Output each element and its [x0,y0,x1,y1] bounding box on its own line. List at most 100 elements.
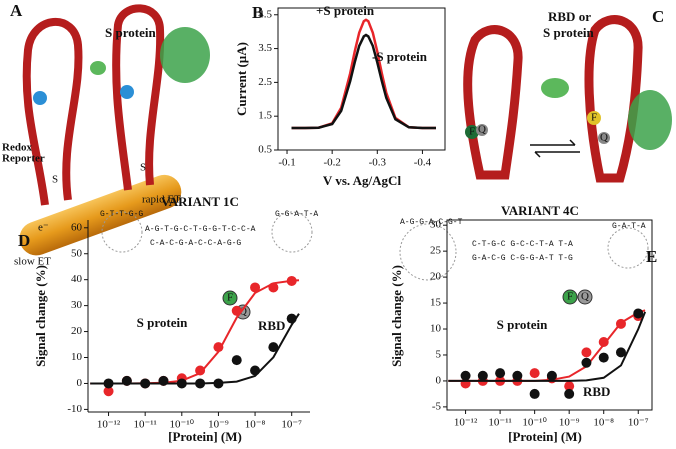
y-tick-label: 10 [71,351,83,363]
y-tick-label: 15 [430,297,442,309]
x-tick-label: -0.1 [278,157,295,169]
data-point [615,318,626,329]
protein [628,90,672,150]
label: e⁻ [38,222,49,234]
data-point [268,282,279,293]
x-tick-label: 10⁻¹² [454,417,478,429]
aptamer [112,4,165,191]
y-tick-label: 40 [71,273,83,285]
loop [101,211,143,253]
protein [160,27,210,83]
data-point [195,365,206,376]
data-point [250,365,261,376]
panel-c: C RBD or S protein F Q F Q [463,7,672,183]
label: S protein [105,25,156,40]
series-label: RBD [258,318,285,333]
sequence: A-G-G-A-C-G-T [400,218,463,227]
plot-frame [277,7,446,151]
x-tick-label: 10⁻⁹ [208,419,229,431]
y-tick-label: 30 [430,219,442,231]
data-point [495,368,506,379]
x-tick-label: -0.4 [414,157,432,169]
y-tick-label: 3.5 [258,42,272,54]
x-axis-label: [Protein] (M) [168,429,242,444]
label: Q [600,132,608,144]
panel-letter: A [10,1,23,20]
data-point [460,370,471,381]
data-point [231,305,242,316]
label: slow ET [14,256,51,268]
data-point [103,378,114,389]
label: Q [478,124,486,136]
x-tick-label: 10⁻¹² [97,419,121,431]
y-tick-label: 60 [71,221,83,233]
label: S [52,174,58,186]
data-point [598,336,609,347]
label: S protein [543,25,594,40]
x-tick-label: 10⁻⁸ [245,419,266,431]
x-tick-label: 10⁻¹⁰ [170,419,195,431]
loop [271,211,313,253]
data-point [213,378,224,389]
tag [598,132,610,144]
panel-a: A S protein Redox Reporter S S e⁻ rapid … [2,1,210,268]
y-tick-label: 4.5 [258,8,272,20]
tag [222,290,238,306]
sequence: G-T-T-G-G [100,210,143,219]
data-point [581,347,592,358]
reporter [33,91,47,105]
data-point [176,378,187,389]
panel-letter: C [652,7,664,26]
label: F [469,126,475,138]
inset-e: A-G-G-A-C-G-T G-A-T-A C-T-G-C G-C-C-T-A … [399,218,649,305]
data-point [231,355,242,366]
aptamer [22,17,83,206]
y-tick-label: 0 [77,377,83,389]
sequence: G-A-T-A [612,222,646,231]
electrode [19,174,182,256]
label: rapid ET [142,194,181,206]
label: S [140,162,146,174]
y-tick-label: 20 [430,271,442,283]
data-point [195,378,206,389]
x-tick-label: 10⁻¹¹ [133,419,156,431]
sequence: C-A-C-G-A-C-C-A-G-G [150,239,241,248]
data-point [268,342,279,353]
y-tick-label: 0 [436,374,442,386]
x-tick-label: -0.3 [369,157,387,169]
loop [399,223,457,281]
label: Redox [2,142,32,154]
panel-letter: B [252,3,263,22]
sequence: A-G-T-G-C-T-G-G-T-C-C-A [145,225,256,234]
label: F [227,292,233,304]
aptamer [463,25,523,180]
data-point [286,275,297,286]
chart-title: VARIANT 4C [501,203,579,218]
series-label: S protein [137,315,188,330]
x-tick-label: 10⁻⁷ [281,419,302,431]
x-tick-label: 10⁻⁹ [559,417,580,429]
data-point [633,308,644,319]
x-axis-label: V vs. Ag/AgCl [323,173,402,188]
data-point [546,370,557,381]
y-tick-label: 25 [430,245,442,257]
x-tick-label: 10⁻⁸ [593,417,614,429]
data-point [213,342,224,353]
series-label: +S protein [316,3,375,18]
y-tick-label: -5 [432,400,442,412]
aptamer [584,15,643,183]
data-point [286,313,297,324]
y-axis-label: Signal change (%) [33,265,48,367]
data-point [529,388,540,399]
y-tick-label: 10 [430,323,442,335]
data-point [564,381,575,392]
data-point [140,378,151,389]
series-line [291,33,436,130]
x-tick-label: 10⁻⁷ [628,417,649,429]
plot-frame [446,219,653,411]
fit-curve [448,311,647,382]
label: F [567,291,573,303]
data-point [158,375,169,386]
y-tick-label: -10 [67,403,82,415]
tag [562,289,578,305]
